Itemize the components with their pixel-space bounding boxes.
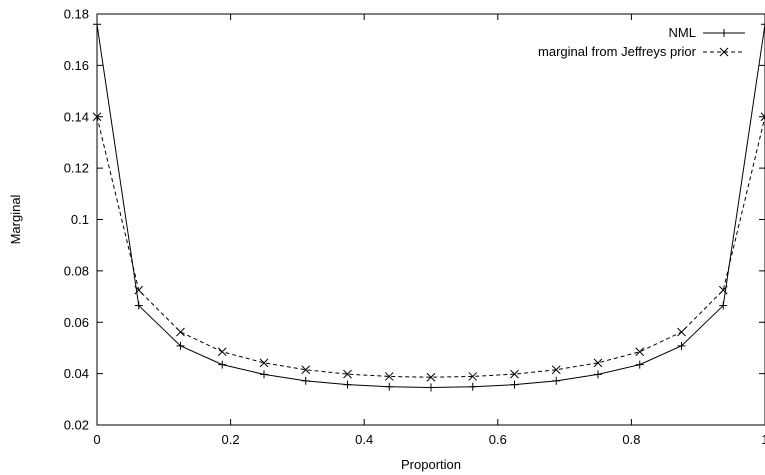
series-jeffreys [92,112,765,382]
x-tick-label: 0.6 [489,432,507,447]
cross-marker [384,372,394,381]
x-tick-label: 0.4 [355,432,373,447]
cross-marker [719,47,729,57]
cross-marker [426,372,436,382]
y-tick-label: 0.16 [64,58,89,73]
cross-marker [677,327,686,337]
y-axis-label: Marginal [8,194,23,244]
cross-marker [760,112,765,118]
x-tick-label: 1 [761,432,765,447]
legend: NML marginal from Jeffreys prior [538,25,745,59]
y-tick-label: 0.06 [64,315,89,330]
cross-marker [217,347,227,357]
cross-marker [176,327,185,337]
series-line [96,116,765,378]
cross-marker [343,369,352,379]
plot-frame [96,13,765,426]
x-tick-label: 0 [93,432,100,447]
x-axis-label: Proportion [401,457,461,472]
y-tick-label: 0.18 [64,7,89,22]
cross-marker [468,372,478,381]
y-tick-label: 0.04 [64,366,89,381]
series-group [92,20,765,392]
cross-marker [718,285,728,295]
series-nml [93,20,765,392]
legend-label-nml: NML [669,25,696,40]
tick-labels: 0.02 0.04 0.06 0.08 0.1 0.12 0.14 0.16 0.18 0 0.2 0… [64,7,765,448]
y-tick-label: 0.14 [64,109,89,124]
cross-marker [259,358,269,368]
y-tick-label: 0.12 [64,161,89,176]
cross-marker [635,347,645,357]
cross-marker [760,116,765,122]
cross-marker [551,365,561,375]
cross-marker [134,285,144,295]
legend-label-jeffreys: marginal from Jeffreys prior [538,44,697,59]
cross-marker [510,369,519,379]
y-tick-label: 0.02 [64,418,89,433]
y-tick-label: 0.1 [71,212,89,227]
cross-marker [593,358,603,368]
y-tick-label: 0.08 [64,263,89,278]
cross-marker [301,365,311,375]
x-tick-label: 0.2 [222,432,240,447]
x-tick-label: 0.8 [622,432,640,447]
